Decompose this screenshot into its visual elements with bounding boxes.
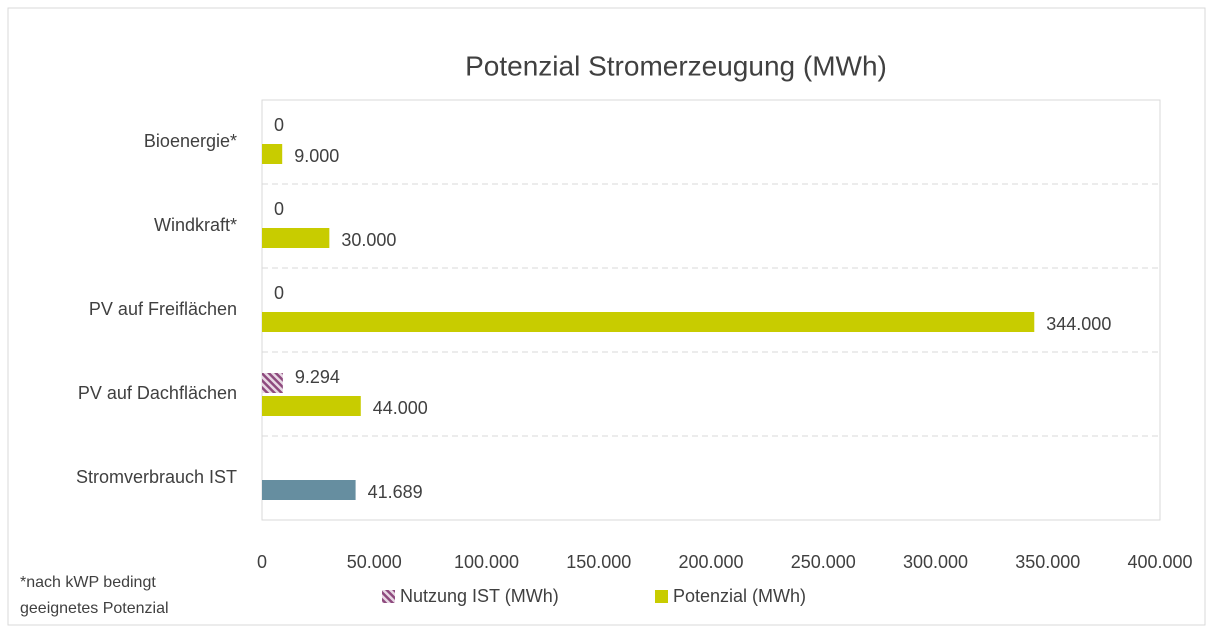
data-label: 0 [274,199,284,219]
bar [262,373,283,393]
footnote: *nach kWP bedingt [20,574,156,591]
data-label: 9.000 [294,146,339,166]
y-tick-label: PV auf Freiflächen [89,299,237,319]
data-label: 9.294 [295,367,340,387]
data-label: 30.000 [341,230,396,250]
data-label: 0 [274,283,284,303]
x-tick-label: 150.000 [566,552,631,572]
y-tick-label: PV auf Dachflächen [78,383,237,403]
x-tick-label: 200.000 [678,552,743,572]
bar [262,144,283,164]
bar [262,228,330,248]
x-tick-label: 400.000 [1127,552,1192,572]
data-label: 0 [274,115,284,135]
plot-area [261,99,1161,521]
x-tick-label: 350.000 [1015,552,1080,572]
x-tick-label: 50.000 [347,552,402,572]
y-tick-label: Stromverbrauch IST [76,467,237,487]
bar [262,396,361,416]
data-label: 344.000 [1046,314,1111,334]
footnote: geeignetes Potenzial [20,600,169,617]
chart-title: Potenzial Stromerzeugung (MWh) [465,50,887,81]
x-tick-label: 300.000 [903,552,968,572]
x-tick-label: 100.000 [454,552,519,572]
legend-swatch [655,590,668,603]
legend-label: Potenzial (MWh) [673,586,806,606]
x-tick-label: 0 [257,552,267,572]
legend-swatch [382,590,395,603]
data-label: 41.689 [368,482,423,502]
x-tick-label: 250.000 [791,552,856,572]
data-label: 44.000 [373,398,428,418]
legend-label: Nutzung IST (MWh) [400,586,559,606]
bar [262,312,1035,332]
y-tick-label: Bioenergie* [144,131,237,151]
bar [262,480,356,500]
y-tick-label: Windkraft* [154,215,237,235]
